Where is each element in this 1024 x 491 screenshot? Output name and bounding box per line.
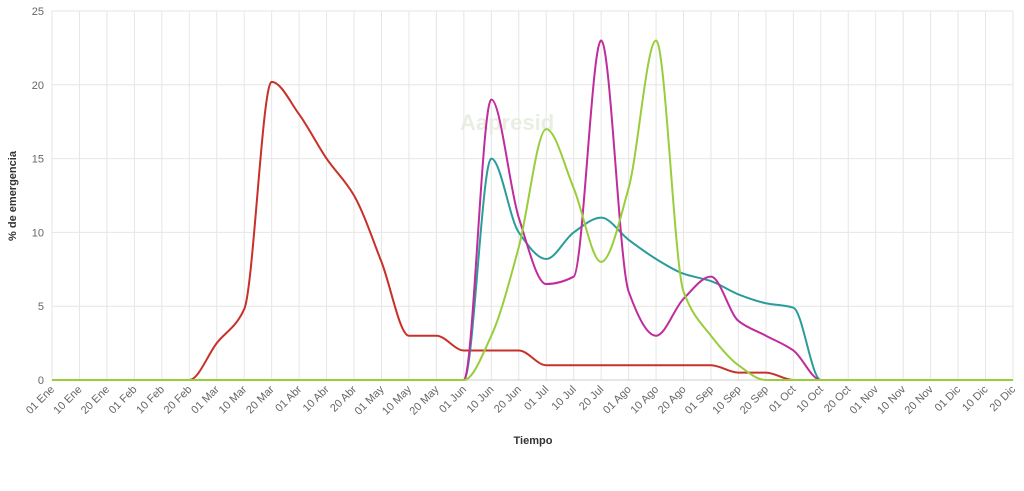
x-tick-label: 10 Sep [710,384,743,417]
x-tick-label: 01 Sep [683,384,716,417]
y-axis-label: % de emergencia [7,150,19,241]
watermark: Aapresid [460,110,554,135]
x-tick-label: 01 Mar [189,383,222,416]
x-axis-label: Tiempo [514,435,553,447]
x-tick-label: 10 Ago [628,384,661,417]
y-tick-label: 0 [38,375,44,387]
x-tick-label: 20 Ago [656,384,689,417]
x-tick-label: 20 May [408,383,442,417]
x-tick-label: 10 Dic [960,383,991,414]
x-tick-label: 20 Mar [244,383,277,416]
x-tick-label: 01 Ago [601,384,634,417]
x-tick-label: 20 Sep [738,384,771,417]
x-tick-label: 01 Feb [107,384,140,417]
x-tick-label: 10 Jul [550,384,579,413]
x-tick-label: 01 Ene [24,384,57,417]
y-tick-label: 20 [32,80,44,92]
y-tick-label: 5 [38,301,44,313]
y-tick-label: 25 [32,6,44,18]
y-tick-label: 15 [32,154,44,166]
line-series [51,39,1013,382]
y-tick-label: 10 [32,227,44,239]
x-tick-label: 20 Dic [988,383,1019,414]
x-tick-label: 10 May [380,383,414,417]
line-series [51,39,1013,382]
x-tick-label: 01 Jul [522,384,551,413]
x-tick-label: 01 Dic [933,383,964,414]
x-tick-label: 10 Oct [795,384,826,415]
x-tick-label: 10 Nov [875,383,908,416]
x-tick-label: 01 Abr [273,383,304,414]
x-tick-label: 20 Jun [492,384,524,416]
x-tick-label: 01 May [353,383,387,417]
line-series [51,157,1013,382]
x-tick-label: 20 Nov [903,383,936,416]
x-tick-label: 01 Jun [437,384,469,416]
x-tick-label: 01 Oct [767,384,798,415]
x-tick-label: 20 Feb [162,384,195,417]
x-tick-label: 10 Ene [51,384,84,417]
x-tick-label: 01 Nov [848,383,881,416]
x-tick-label: 10 Jun [465,384,497,416]
x-tick-label: 10 Abr [301,383,332,414]
x-tick-label: 10 Mar [217,383,250,416]
x-tick-label: 10 Feb [134,384,167,417]
x-tick-label: 20 Ene [79,384,112,417]
